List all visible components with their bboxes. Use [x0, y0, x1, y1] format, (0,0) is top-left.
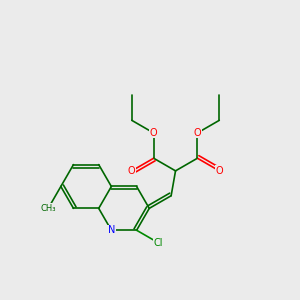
Text: O: O	[215, 166, 223, 176]
Text: O: O	[128, 166, 136, 176]
Text: Cl: Cl	[154, 238, 163, 248]
Text: O: O	[194, 128, 201, 138]
Text: O: O	[150, 128, 158, 138]
Text: N: N	[108, 225, 115, 235]
Text: CH₃: CH₃	[40, 204, 56, 213]
